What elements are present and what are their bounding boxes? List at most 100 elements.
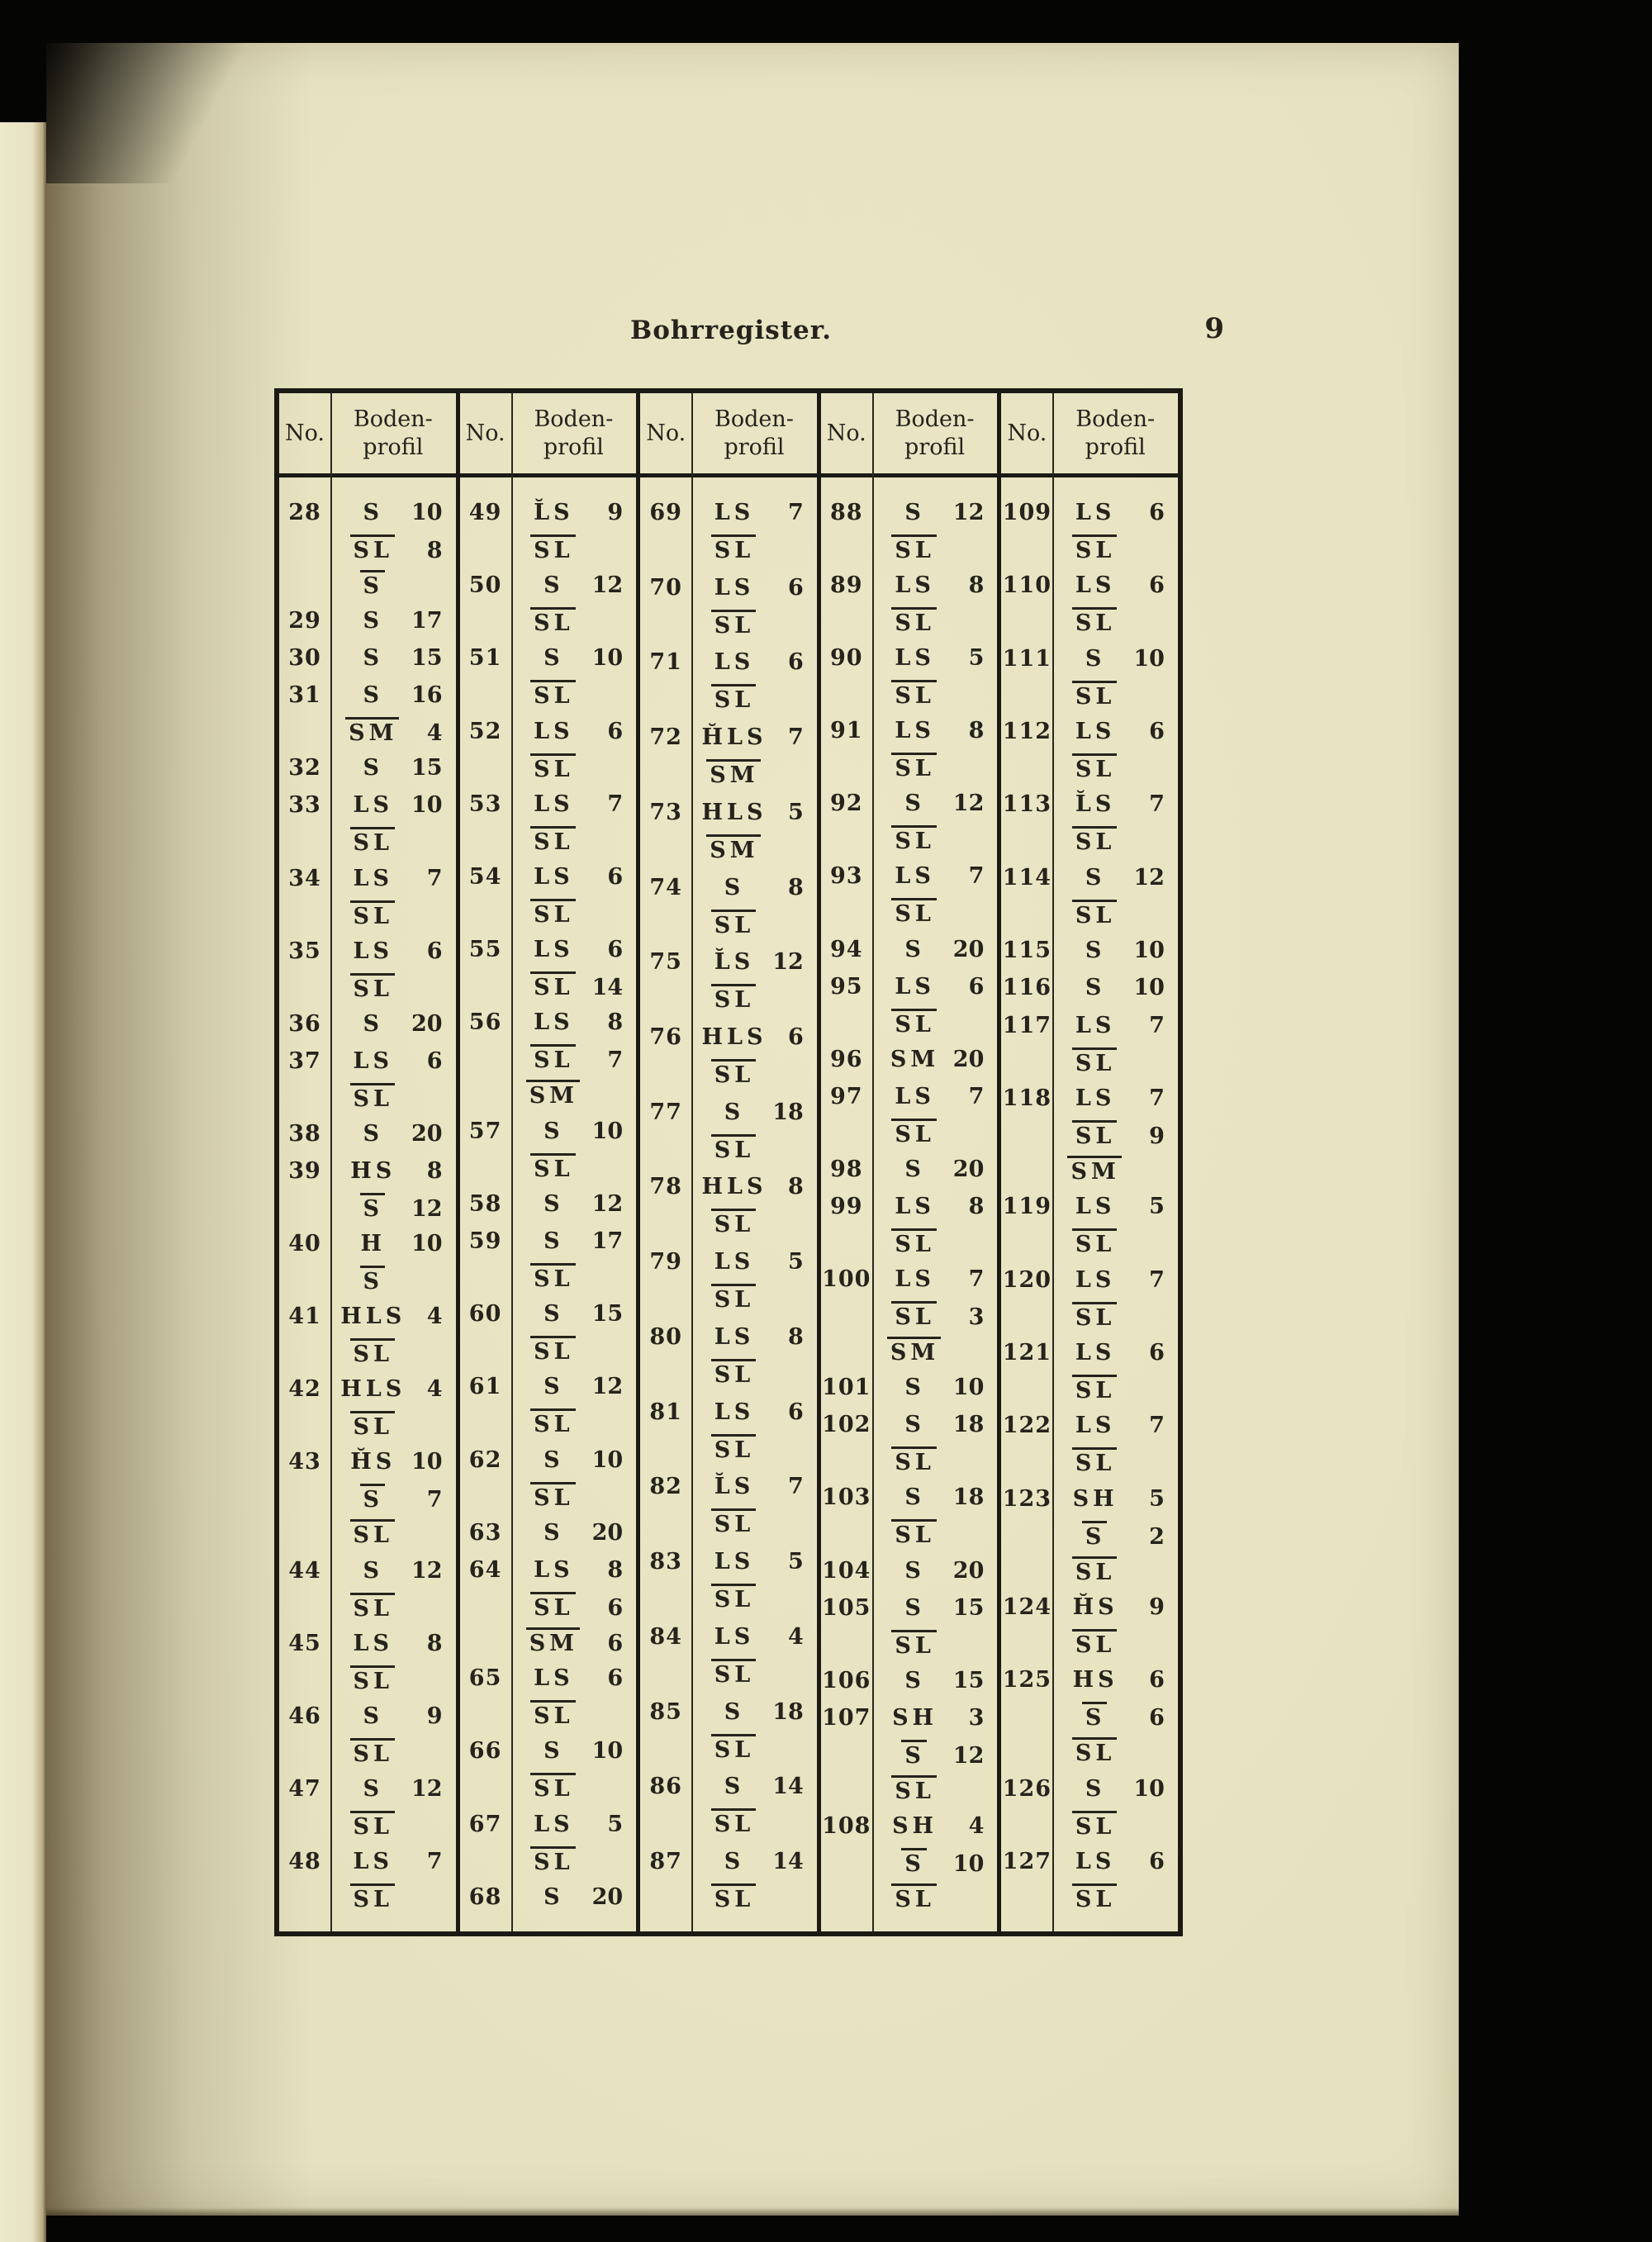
profile-layer: SL xyxy=(334,1519,451,1552)
layer-abbr: SL xyxy=(891,1774,937,1804)
layer-abbr: SL xyxy=(710,1733,757,1763)
boring-number: 56 xyxy=(468,1009,502,1036)
boring-entry: 78 HLS 8 SL xyxy=(640,1173,817,1242)
layer-abbr: S xyxy=(544,572,564,599)
layer-abbr: S xyxy=(363,608,384,634)
layer-abbr: SL xyxy=(530,1152,576,1182)
boring-entry: 73 HLS 5 SM xyxy=(640,799,817,867)
boring-number: 114 xyxy=(1002,864,1052,891)
profile-layer: SL 14 xyxy=(515,971,632,1005)
boring-number: 29 xyxy=(288,608,321,634)
boring-number: 46 xyxy=(288,1703,321,1729)
boring-entry: 70 LS 6 SL xyxy=(640,574,817,643)
layer-abbr: SL xyxy=(530,1592,576,1621)
layer-depth: 6 xyxy=(1149,718,1165,744)
profile-layer: LS 8 xyxy=(515,1556,632,1589)
layer-abbr: LS xyxy=(534,1811,574,1837)
layer-abbr: LS xyxy=(353,1848,394,1874)
layer-depth: 12 xyxy=(591,1374,624,1400)
layer-depth: 7 xyxy=(968,1083,985,1109)
layer-abbr: SL xyxy=(530,899,576,928)
boring-number: 67 xyxy=(468,1811,502,1837)
boring-number: 85 xyxy=(649,1698,682,1725)
layer-depth: 15 xyxy=(952,1667,985,1693)
profile-layer: S 10 xyxy=(876,1374,993,1407)
boring-entry: 92 S 12 SL xyxy=(821,790,998,858)
profile-layer: SL xyxy=(1056,1447,1173,1480)
layer-depth: 10 xyxy=(1133,645,1165,672)
profile-layer: S 12 xyxy=(876,499,993,532)
boden-profil: LS 6 SL xyxy=(1052,572,1178,640)
layer-abbr: L̆S xyxy=(1075,791,1116,818)
boring-entry: 94 S 20 xyxy=(821,936,998,969)
profile-layer: LS 6 xyxy=(876,973,993,1006)
layer-abbr: SL xyxy=(1071,1447,1118,1476)
column-group-header: No. Boden-profil xyxy=(640,393,817,477)
profile-layer: SL xyxy=(334,1810,451,1844)
layer-depth: 6 xyxy=(787,1399,804,1425)
boring-entry: 121 LS 6 SL xyxy=(1001,1339,1178,1408)
layer-abbr: LS xyxy=(1075,1194,1116,1220)
layer-abbr: LS xyxy=(534,1009,574,1036)
profile-layer: SL xyxy=(334,1737,451,1771)
boden-profil: LS 6 SL xyxy=(1052,1339,1178,1408)
layer-abbr: S xyxy=(544,1374,564,1400)
boring-number: 86 xyxy=(649,1774,682,1800)
layer-depth: 14 xyxy=(591,975,624,1001)
boring-number: 83 xyxy=(649,1549,682,1575)
profile-layer: LS 5 xyxy=(695,1248,812,1281)
layer-depth: 20 xyxy=(411,1120,443,1147)
layer-depth: 4 xyxy=(426,1376,443,1403)
profile-layer: SL xyxy=(515,534,632,568)
profile-layer: S 10 xyxy=(876,1847,993,1881)
profile-layer: HLS 5 xyxy=(695,799,812,832)
layer-depth: 17 xyxy=(591,1228,624,1255)
profile-layer: SL xyxy=(876,898,993,931)
layer-abbr: SL xyxy=(891,1629,937,1659)
boden-profil: S 10 SL xyxy=(511,1446,637,1515)
layer-abbr: SL xyxy=(891,680,937,709)
boring-number: 113 xyxy=(1002,791,1052,818)
profile-layer: LS 4 xyxy=(695,1623,812,1656)
profile-layer: SL xyxy=(695,684,812,717)
layer-abbr: SL xyxy=(1071,826,1118,855)
layer-abbr: LS xyxy=(895,1083,935,1109)
boring-number: 102 xyxy=(822,1412,871,1438)
profile-layer: LS 6 xyxy=(1056,1848,1173,1881)
layer-depth: 8 xyxy=(426,1630,443,1656)
layer-abbr: S xyxy=(363,1010,384,1037)
boden-profil: HS 6 S 6 SL xyxy=(1052,1666,1178,1770)
layer-depth: 10 xyxy=(952,1850,985,1877)
layer-depth: 8 xyxy=(968,572,985,599)
bohrregister-table: No. Boden-profil 28 S 10 SL 8 S 29 S 17 30 S 15 31 S 16 S… xyxy=(274,388,1183,1936)
boden-profil: HLS 5 SM xyxy=(691,799,817,867)
profile-layer: SL xyxy=(1056,1737,1173,1770)
page-corner-shadow xyxy=(46,43,319,183)
layer-abbr: S xyxy=(1085,975,1106,1001)
profile-layer: S xyxy=(334,570,451,603)
boden-profil: LS 6 SL xyxy=(330,938,456,1006)
profile-layer: S 18 xyxy=(695,1099,812,1132)
boden-profil: HLS 4 SL xyxy=(330,1303,456,1371)
layer-depth: 15 xyxy=(952,1594,985,1621)
boring-number: 101 xyxy=(822,1375,871,1401)
layer-abbr: S xyxy=(363,682,384,709)
profile-layer: SL xyxy=(334,1665,451,1698)
boring-entry: 48 LS 7 SL xyxy=(279,1848,456,1917)
layer-depth: 4 xyxy=(787,1623,804,1650)
layer-depth: 10 xyxy=(591,645,624,672)
profile-layer: SL xyxy=(695,1883,812,1917)
boring-entry: 115 S 10 xyxy=(1001,937,1178,970)
layer-abbr: S xyxy=(904,1156,925,1182)
boden-profil: LS 6 SL xyxy=(1052,1848,1178,1917)
boring-entry: 30 S 15 xyxy=(279,644,456,677)
boring-number: 74 xyxy=(649,874,682,900)
layer-depth: 10 xyxy=(1133,1775,1165,1802)
boden-profil: S 10 xyxy=(1052,937,1178,970)
layer-abbr: SL xyxy=(349,1665,396,1694)
profile-layer: S 10 xyxy=(515,644,632,677)
boring-entry: 109 LS 6 SL xyxy=(1001,499,1178,568)
layer-abbr: LS xyxy=(1075,500,1116,525)
profile-layer: L̆S 12 xyxy=(695,948,812,981)
boring-entry: 29 S 17 xyxy=(279,607,456,640)
